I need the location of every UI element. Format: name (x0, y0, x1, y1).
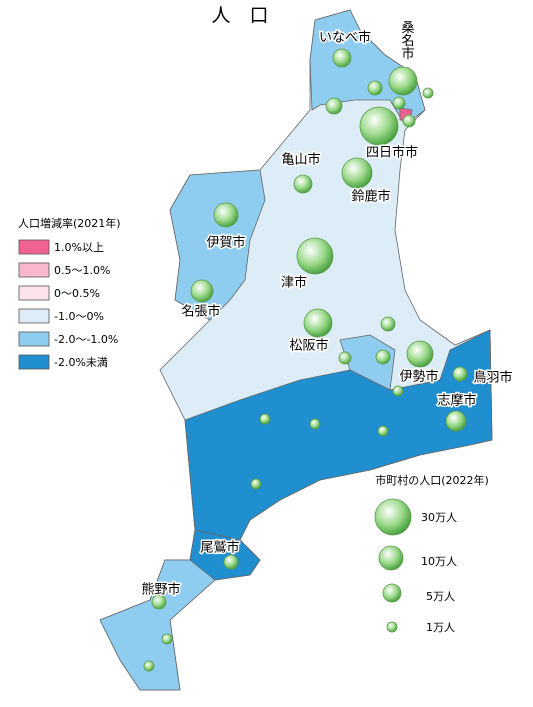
bubble (445, 410, 467, 432)
city-labels: いなべ市 桑名市 四日市市 亀山市 鈴鹿市 伊賀市 津市 名張市 松阪市 伊勢市… (140, 19, 514, 599)
bubble (161, 633, 173, 645)
bubble (338, 351, 352, 365)
legend-label: 0～0.5% (54, 287, 100, 300)
change-legend: 人口増減率(2021年) 1.0%以上 0.5～1.0% 0～0.5% -1.0～0%… (18, 216, 121, 370)
legend-label: 1.0%以上 (54, 241, 104, 254)
city-label: 熊野市 (141, 583, 180, 598)
region-kumano (99, 559, 216, 691)
legend-bubble (378, 545, 404, 571)
bubble (190, 279, 214, 303)
city-label: 津市 (281, 276, 307, 291)
legend-bubble (374, 498, 412, 536)
city-label: 桑名市 (399, 21, 415, 60)
bubble (332, 48, 352, 68)
city-label: 名張市 (181, 304, 220, 320)
bubble (309, 418, 321, 430)
legend-label: 0.5～1.0% (54, 264, 110, 277)
bubble (325, 97, 343, 115)
bubble (452, 366, 468, 382)
legend-label: -2.0%未満 (54, 356, 108, 369)
bubble (296, 237, 334, 275)
bubble (223, 554, 239, 570)
bubbles (143, 48, 468, 672)
legend-label: 10万人 (421, 555, 457, 568)
legend-label: -1.0～0% (54, 310, 104, 323)
city-label: 松阪市 (289, 339, 328, 354)
bubble (293, 174, 313, 194)
region-south (184, 329, 493, 541)
legend-swatch (18, 239, 50, 255)
bubble (380, 316, 396, 332)
bubble (392, 385, 404, 397)
region-iga (169, 169, 266, 321)
bubble (422, 87, 434, 99)
bubble (392, 96, 406, 110)
city-label: 四日市市 (366, 146, 418, 161)
bubble (377, 425, 389, 437)
bubble (388, 66, 418, 96)
city-label: いなべ市 (319, 31, 371, 46)
bubble (367, 80, 383, 96)
legend-swatch (18, 308, 50, 324)
city-label: 志摩市 (437, 394, 476, 409)
legend-swatch (18, 262, 50, 278)
legend-swatch (18, 354, 50, 370)
city-label: 亀山市 (281, 153, 320, 168)
city-label: 伊勢市 (399, 370, 438, 385)
legend-label: 30万人 (421, 511, 457, 524)
legend-swatch (18, 331, 50, 347)
legend-title: 人口増減率(2021年) (18, 216, 121, 230)
bubble (359, 106, 399, 146)
bubble (143, 660, 155, 672)
regions (99, 9, 493, 691)
bubble (341, 157, 373, 189)
city-label: 鳥羽市 (473, 371, 512, 386)
city-label: 尾鷲市 (200, 540, 239, 556)
legend-bubble (386, 621, 398, 633)
bubble (250, 478, 262, 490)
legend-title: 市町村の人口(2022年) (375, 473, 489, 487)
bubble (402, 114, 416, 128)
legend-label: 1万人 (426, 621, 455, 634)
bubble (303, 308, 333, 338)
bubble (213, 202, 239, 228)
title: 人 口 (211, 5, 268, 27)
bubble (406, 340, 434, 368)
legend-label: -2.0～-1.0% (54, 333, 118, 346)
legend-label: 5万人 (426, 590, 455, 603)
region-matsusaka-east (339, 334, 396, 391)
legend-swatch (18, 285, 50, 301)
legend-bubble (382, 583, 402, 603)
population-legend: 市町村の人口(2022年) 30万人 10万人 5万人 1万人 (374, 473, 489, 634)
city-label: 伊賀市 (206, 236, 245, 251)
bubble (375, 349, 391, 365)
city-label: 鈴鹿市 (351, 190, 390, 205)
bubble (259, 413, 271, 425)
bubble (151, 594, 167, 610)
